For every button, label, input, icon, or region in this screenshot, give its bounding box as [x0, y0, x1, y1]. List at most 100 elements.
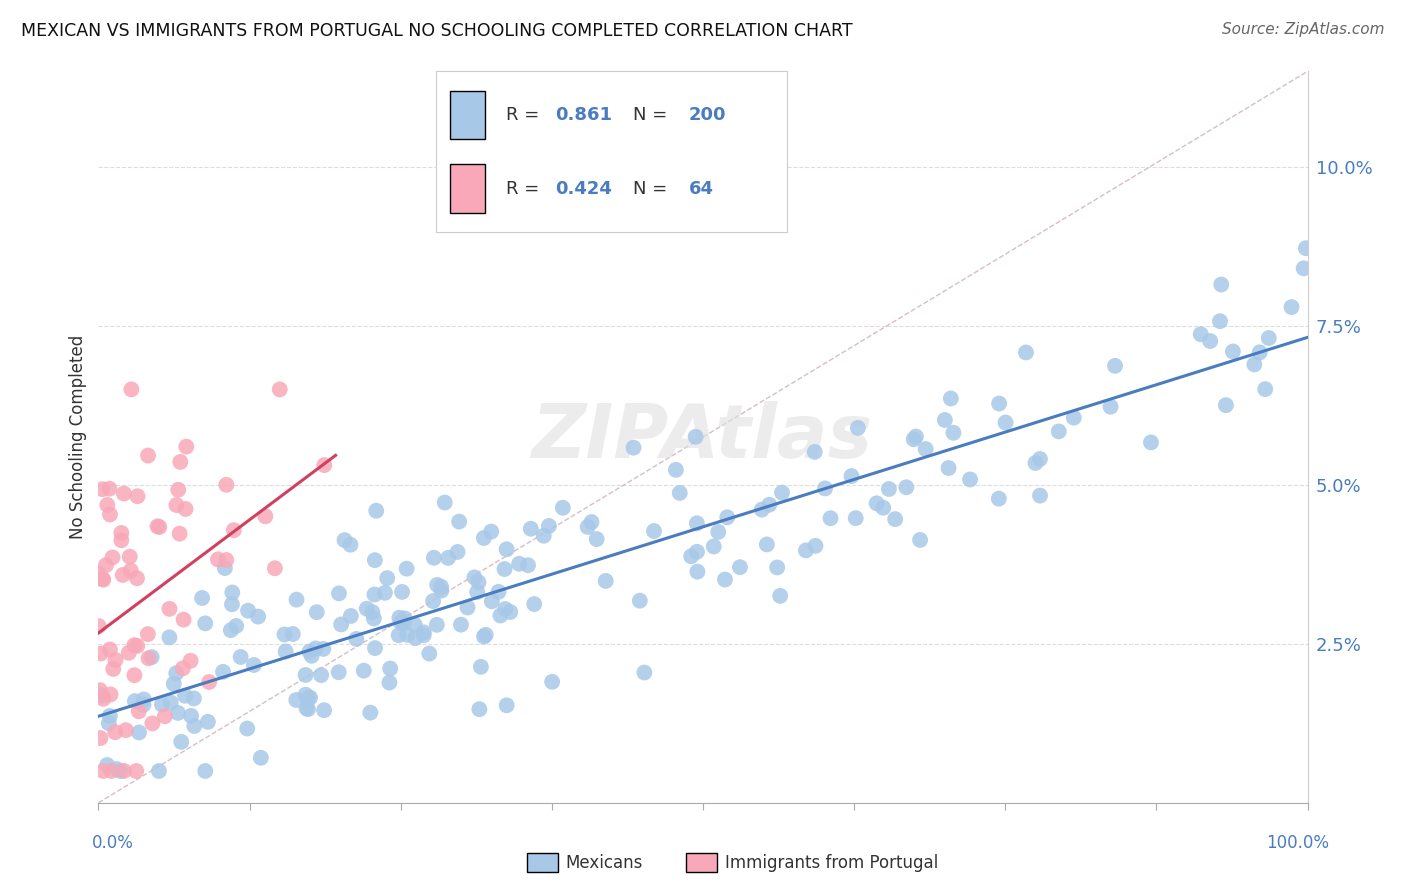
Point	[339, 538, 361, 552]
Point	[191, 591, 214, 605]
Point	[294, 688, 316, 702]
Point	[221, 585, 243, 599]
Point	[392, 616, 415, 631]
Point	[167, 483, 190, 497]
Point	[180, 654, 202, 668]
Point	[988, 396, 1011, 410]
Point	[942, 425, 965, 440]
Point	[361, 605, 384, 619]
Text: Immigrants from Portugal: Immigrants from Portugal	[725, 854, 939, 871]
Point	[378, 662, 401, 676]
Text: 0.0%: 0.0%	[91, 834, 134, 852]
Point	[124, 668, 146, 682]
Point	[1063, 410, 1085, 425]
Text: 0.861: 0.861	[555, 106, 613, 124]
Point	[364, 641, 387, 656]
Point	[395, 562, 418, 576]
Text: ZIPAtlas: ZIPAtlas	[533, 401, 873, 474]
Point	[1295, 241, 1317, 255]
Point	[1189, 327, 1212, 342]
Point	[914, 442, 936, 456]
Point	[903, 433, 925, 447]
Point	[884, 512, 907, 526]
Point	[412, 628, 434, 642]
Point	[394, 611, 416, 625]
Text: Mexicans: Mexicans	[565, 854, 643, 871]
Text: Source: ZipAtlas.com: Source: ZipAtlas.com	[1222, 22, 1385, 37]
Point	[766, 560, 789, 574]
Point	[247, 609, 270, 624]
Point	[904, 429, 927, 443]
Point	[363, 588, 385, 602]
Point	[467, 575, 489, 590]
Point	[508, 557, 530, 571]
Point	[127, 489, 149, 503]
Point	[495, 698, 517, 713]
Point	[101, 550, 124, 565]
Point	[959, 473, 981, 487]
Point	[285, 592, 308, 607]
Point	[908, 533, 931, 547]
Point	[340, 609, 363, 624]
Point	[174, 689, 197, 703]
Point	[173, 613, 195, 627]
Point	[1029, 489, 1052, 503]
Point	[236, 604, 259, 618]
FancyBboxPatch shape	[450, 164, 485, 212]
Point	[1215, 398, 1237, 412]
Point	[344, 632, 367, 646]
Point	[294, 668, 316, 682]
Point	[94, 558, 117, 573]
Point	[479, 524, 502, 539]
Point	[934, 413, 956, 427]
Point	[751, 502, 773, 516]
Point	[633, 665, 655, 680]
Text: N =: N =	[633, 106, 672, 124]
Point	[138, 651, 160, 665]
Point	[804, 539, 827, 553]
Point	[1140, 435, 1163, 450]
Text: R =: R =	[506, 179, 546, 197]
Point	[170, 735, 193, 749]
Point	[523, 597, 546, 611]
Point	[111, 568, 134, 582]
Point	[1047, 425, 1070, 439]
Point	[668, 486, 690, 500]
Point	[896, 480, 918, 494]
Point	[295, 701, 318, 715]
Point	[100, 764, 122, 778]
Point	[299, 690, 322, 705]
Text: 64: 64	[689, 179, 714, 197]
Point	[551, 500, 574, 515]
Point	[128, 704, 150, 718]
Point	[481, 594, 503, 608]
Point	[1243, 358, 1265, 372]
Point	[219, 623, 242, 637]
Point	[449, 515, 471, 529]
Point	[359, 706, 381, 720]
Point	[703, 540, 725, 554]
Point	[457, 600, 479, 615]
Point	[356, 601, 378, 615]
Point	[623, 441, 645, 455]
Point	[112, 764, 135, 778]
Point	[877, 482, 900, 496]
Point	[520, 522, 543, 536]
Point	[533, 529, 555, 543]
Point	[91, 691, 114, 706]
Point	[1257, 331, 1279, 345]
Point	[165, 666, 187, 681]
Point	[148, 520, 170, 534]
Point	[103, 662, 125, 676]
Point	[426, 617, 449, 632]
Point	[468, 702, 491, 716]
Point	[681, 549, 703, 564]
Point	[314, 458, 336, 472]
Point	[96, 498, 118, 512]
Point	[229, 650, 252, 665]
Point	[110, 525, 132, 540]
Point	[1209, 314, 1232, 328]
Point	[104, 653, 127, 667]
Point	[685, 430, 707, 444]
Point	[437, 550, 460, 565]
